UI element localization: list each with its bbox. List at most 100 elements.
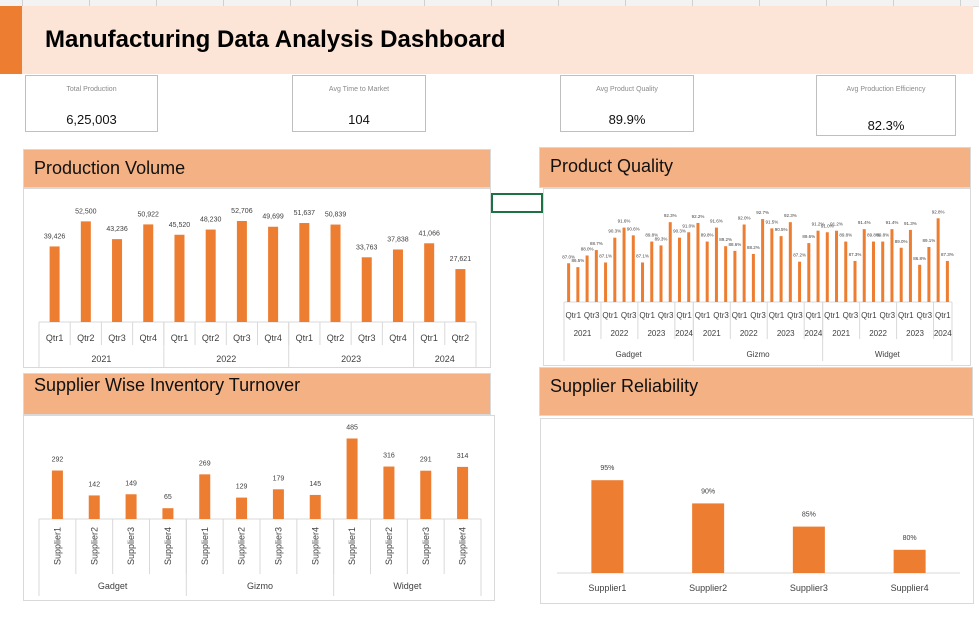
title-banner: Manufacturing Data Analysis Dashboard: [0, 6, 973, 74]
data-label: 33,763: [356, 244, 378, 251]
data-label: 149: [125, 480, 137, 487]
x-tick-label: Qtr1: [171, 333, 189, 343]
data-label: 87.1%: [599, 253, 612, 258]
data-label: 91.0%: [682, 223, 695, 228]
data-label: 92.8%: [932, 209, 945, 214]
data-label: 89.1%: [923, 238, 936, 243]
bar: [862, 229, 866, 302]
product-quality-chart: 87.0% 86.5% 88.0% 88.7% Qtr1 Qtr3 2021 87.1% 90.…: [543, 188, 971, 366]
bar: [80, 221, 91, 322]
production-volume-title: Production Volume: [34, 158, 186, 178]
x-tick-label: Qtr4: [389, 333, 407, 343]
production-volume-header: Production Volume: [23, 149, 491, 188]
x-tick-label: Qtr3: [621, 311, 637, 320]
x-tick-label: Supplier3: [421, 527, 431, 565]
x-tick-label: Qtr3: [843, 311, 859, 320]
bar: [724, 246, 728, 302]
x-tick-label: Qtr3: [584, 311, 600, 320]
data-label: 142: [88, 481, 100, 488]
kpi-label: Avg Time to Market: [328, 86, 390, 93]
data-label: 27,621: [450, 256, 472, 263]
data-label: 51,637: [294, 210, 316, 217]
group-label: Gizmo: [247, 581, 273, 591]
supplier-inventory-svg: 292 Supplier1 142 Supplier2 149 Supplier3 65 Su…: [38, 424, 482, 596]
x-tick-label: Supplier1: [588, 583, 626, 593]
bar: [742, 224, 746, 302]
data-label: 52,500: [75, 208, 97, 215]
data-label: 89.8%: [876, 233, 889, 238]
x-tick-label: Qtr4: [264, 333, 282, 343]
bar: [918, 264, 922, 302]
bar: [49, 246, 60, 322]
kpi-value: 6,25,003: [66, 112, 117, 127]
year-label: 2024: [675, 329, 693, 338]
bar: [199, 474, 211, 519]
year-label: 2022: [611, 329, 629, 338]
data-label: 314: [457, 453, 469, 460]
bar: [125, 494, 137, 519]
data-label: 87.2%: [793, 253, 806, 258]
bar: [659, 245, 663, 302]
product-label: Gadget: [616, 350, 643, 359]
bar: [236, 220, 247, 322]
data-label: 86.5%: [571, 258, 584, 263]
bar: [853, 260, 857, 302]
production-volume-chart: 39,426 Qtr1 52,500 Qtr2 43,236 Qtr3 50,922 Qtr4…: [23, 188, 491, 368]
data-label: 88.0%: [581, 247, 594, 252]
selected-cell[interactable]: [491, 193, 543, 213]
year-label: 2023: [906, 329, 924, 338]
x-tick-label: Qtr1: [602, 311, 618, 320]
bar: [424, 243, 435, 322]
supplier-reliability-title: Supplier Reliability: [550, 376, 699, 396]
data-label: 89.0%: [895, 239, 908, 244]
x-tick-label: Qtr3: [108, 333, 126, 343]
data-label: 485: [346, 424, 358, 431]
x-tick-label: Qtr3: [658, 311, 674, 320]
bar: [613, 237, 617, 302]
data-label: 91.3%: [904, 221, 917, 226]
x-tick-label: Supplier2: [89, 527, 99, 565]
x-tick-label: Qtr3: [880, 311, 896, 320]
bar: [455, 269, 466, 322]
bar: [631, 235, 635, 302]
data-label: 269: [199, 460, 211, 467]
bar: [420, 470, 432, 519]
data-label: 90%: [701, 488, 715, 495]
bar: [641, 262, 645, 302]
bar: [807, 243, 811, 302]
dashboard-title: Manufacturing Data Analysis Dashboard: [45, 26, 506, 53]
bar: [585, 255, 589, 302]
x-tick-label: Qtr1: [732, 311, 748, 320]
kpi-avg-time-to-market: Avg Time to Market 104: [292, 75, 426, 132]
supplier-inventory-header: Supplier Wise Inventory Turnover: [23, 373, 491, 415]
product-label: Gizmo: [746, 350, 770, 359]
bar: [761, 219, 765, 302]
data-label: 92.0%: [738, 216, 751, 221]
bar: [871, 241, 875, 302]
data-label: 89.8%: [867, 233, 880, 238]
bar: [893, 549, 926, 573]
bar: [143, 224, 154, 322]
data-label: 90.6%: [627, 226, 640, 231]
bar: [383, 466, 395, 519]
data-label: 80%: [903, 535, 917, 542]
data-label: 89.3%: [655, 236, 668, 241]
production-volume-svg: 39,426 Qtr1 52,500 Qtr2 43,236 Qtr3 50,922 Qtr4…: [38, 208, 477, 367]
data-label: 89.6%: [802, 234, 815, 239]
data-label: 92.3%: [784, 213, 797, 218]
bar: [205, 229, 216, 322]
x-tick-label: Supplier3: [126, 527, 136, 565]
bar: [51, 470, 63, 519]
product-label: Widget: [875, 350, 901, 359]
bar: [268, 226, 279, 322]
data-label: 291: [420, 457, 432, 464]
bar: [908, 229, 912, 302]
data-label: 43,236: [106, 226, 128, 233]
year-label: 2024: [805, 329, 823, 338]
x-tick-label: Supplier2: [689, 583, 727, 593]
data-label: 50,922: [138, 211, 160, 218]
data-label: 316: [383, 453, 395, 460]
bar: [594, 250, 598, 302]
bar: [567, 263, 571, 302]
data-label: 86.8%: [913, 256, 926, 261]
